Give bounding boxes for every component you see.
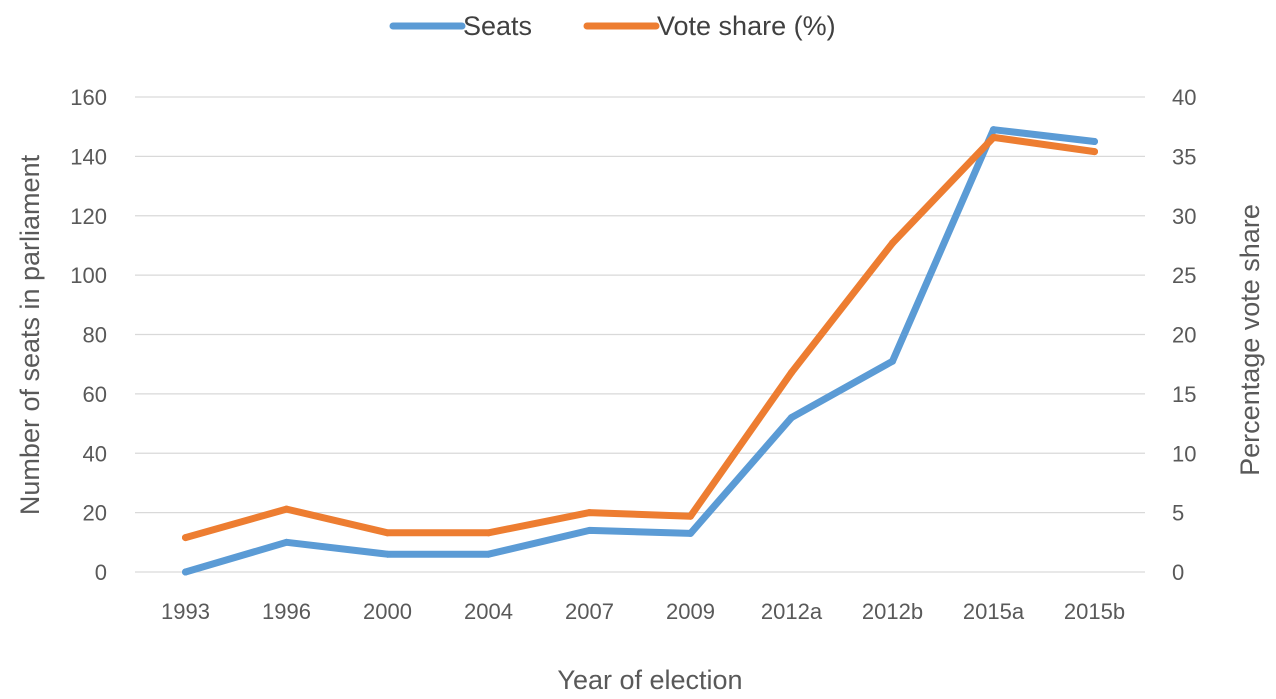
left-tick-label: 120 xyxy=(70,204,107,229)
left-tick-label: 40 xyxy=(83,441,107,466)
data-point xyxy=(687,512,694,520)
data-point xyxy=(990,126,997,134)
data-point xyxy=(182,568,189,576)
x-tick-label: 2004 xyxy=(464,599,513,624)
data-point xyxy=(788,369,795,376)
x-tick-label: 1996 xyxy=(262,599,311,624)
data-point xyxy=(283,538,290,546)
right-tick-label: 35 xyxy=(1172,144,1196,169)
data-point xyxy=(586,526,593,534)
legend-label: Vote share (%) xyxy=(657,11,836,41)
data-point xyxy=(889,357,896,365)
data-point xyxy=(384,529,391,537)
data-point xyxy=(283,505,290,513)
data-point xyxy=(990,133,997,141)
x-tick-label: 2009 xyxy=(666,599,715,624)
legend-label: Seats xyxy=(463,11,532,41)
left-axis-title: Number of seats in parliament xyxy=(15,154,45,515)
data-point xyxy=(889,239,896,247)
left-tick-label: 100 xyxy=(70,263,107,288)
data-point xyxy=(1091,138,1098,146)
left-tick-label: 160 xyxy=(70,85,107,110)
data-point xyxy=(485,550,492,558)
data-point xyxy=(1091,148,1098,156)
right-tick-label: 20 xyxy=(1172,323,1196,348)
left-tick-label: 140 xyxy=(70,144,107,169)
series-line-vote-share xyxy=(182,133,1098,542)
right-tick-label: 30 xyxy=(1172,204,1196,229)
left-axis-ticks: 0 20 40 60 80 100 120 140 160 xyxy=(70,85,107,585)
left-tick-label: 80 xyxy=(83,323,107,348)
x-tick-label: 2012b xyxy=(862,599,923,624)
x-tick-label: 2000 xyxy=(363,599,412,624)
data-point xyxy=(586,509,593,517)
x-axis-ticks: 1993 1996 2000 2004 2007 2009 2012a 2012b 2015a 2… xyxy=(161,599,1125,624)
x-tick-label: 2015a xyxy=(963,599,1025,624)
right-tick-label: 0 xyxy=(1172,560,1184,585)
data-point xyxy=(788,414,795,422)
right-axis-title: Percentage vote share xyxy=(1235,204,1265,476)
right-tick-label: 5 xyxy=(1172,501,1184,526)
right-tick-label: 15 xyxy=(1172,382,1196,407)
x-tick-label: 2015b xyxy=(1064,599,1125,624)
x-axis-title: Year of election xyxy=(557,665,742,694)
right-axis-ticks: 0 5 10 15 20 25 30 35 40 xyxy=(1172,85,1196,585)
right-tick-label: 25 xyxy=(1172,263,1196,288)
data-point xyxy=(485,529,492,537)
left-tick-label: 20 xyxy=(83,501,107,526)
series-lines xyxy=(182,126,1098,576)
gridlines xyxy=(135,96,1145,573)
left-tick-label: 0 xyxy=(95,560,107,585)
x-tick-label: 2007 xyxy=(565,599,614,624)
data-point xyxy=(182,534,189,542)
series-line-seats xyxy=(182,126,1098,576)
x-tick-label: 2012a xyxy=(761,599,823,624)
x-tick-label: 1993 xyxy=(161,599,210,624)
data-point xyxy=(384,550,391,558)
data-point xyxy=(687,529,694,537)
legend: Seats Vote share (%) xyxy=(389,11,836,41)
left-tick-label: 60 xyxy=(83,382,107,407)
right-tick-label: 10 xyxy=(1172,441,1196,466)
right-tick-label: 40 xyxy=(1172,85,1196,110)
